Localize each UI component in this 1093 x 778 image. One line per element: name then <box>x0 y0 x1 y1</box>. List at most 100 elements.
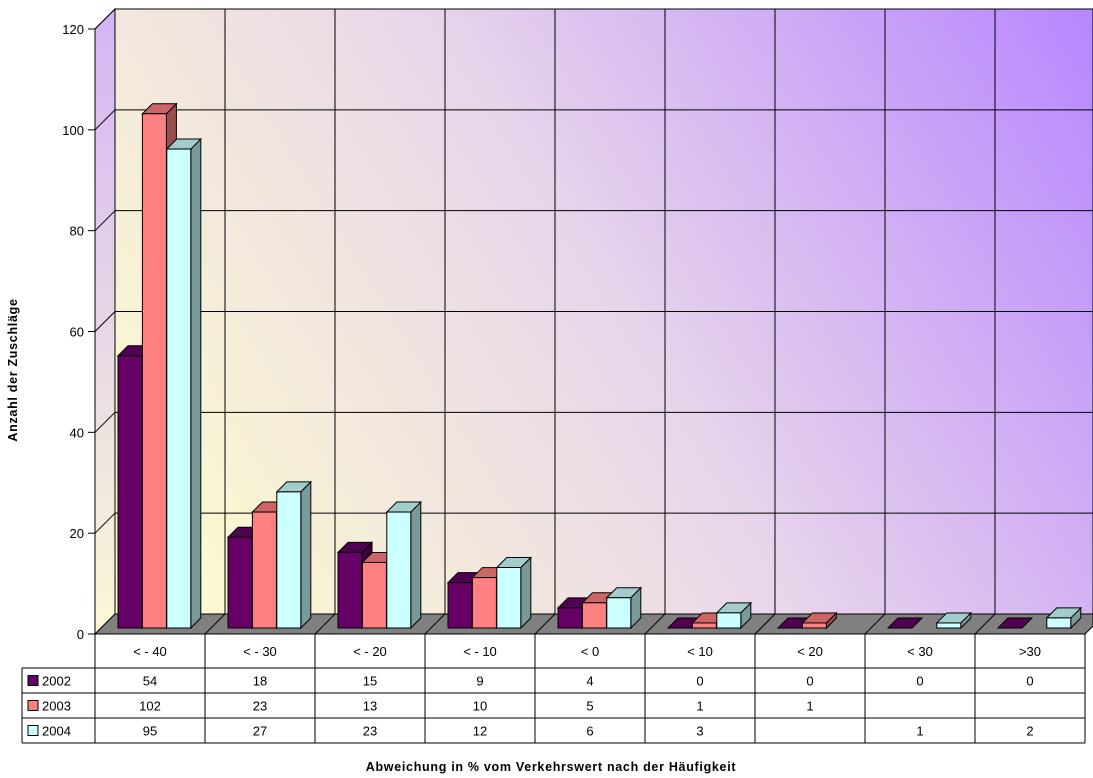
legend-swatch-2002 <box>27 675 39 686</box>
bar-front <box>227 536 253 629</box>
bar-2003-6 <box>801 611 838 630</box>
floor-divider-7 <box>864 613 886 635</box>
legend-label: 2002 <box>42 674 71 689</box>
category-label: < 20 <box>797 644 823 659</box>
bar-side <box>520 556 532 630</box>
category-label: < - 20 <box>353 644 387 659</box>
bar-side <box>190 137 202 630</box>
data-table: < - 40 < - 30 < - 20 < - 10 < 0 < 10 < 20 < 30 >… <box>21 634 1086 744</box>
y-tick-label: 40 <box>70 425 84 440</box>
bar-top <box>886 617 924 629</box>
bar-front <box>471 577 497 629</box>
bar-2004-7 <box>935 611 973 630</box>
legend-swatch-2003 <box>27 700 39 711</box>
bar-2004-5 <box>715 601 753 630</box>
y-tick-label: 100 <box>62 123 84 138</box>
table-cell: 15 <box>363 674 377 689</box>
bar-front <box>337 551 363 629</box>
floor-divider-4 <box>534 613 556 635</box>
bar-front <box>141 113 167 629</box>
bar-top <box>996 617 1034 629</box>
bar-front <box>716 612 742 629</box>
floor-divider-2 <box>314 613 336 635</box>
y-axis-title: Anzahl der Zuschläge <box>6 298 20 441</box>
table-cell: 2 <box>1026 724 1033 739</box>
bar-front <box>117 355 143 629</box>
floor-divider-5 <box>644 613 666 635</box>
y-tick-label: 20 <box>70 526 84 541</box>
table-cell: 13 <box>363 699 377 714</box>
category-label: < 30 <box>907 644 933 659</box>
table-cell: 1 <box>916 724 923 739</box>
table-cell: 0 <box>916 674 923 689</box>
category-label: < 10 <box>687 644 713 659</box>
table-cell: 0 <box>1026 674 1033 689</box>
gridline-side-80 <box>94 210 116 232</box>
table-cell: 27 <box>253 724 267 739</box>
bar-front <box>276 491 302 629</box>
legend-swatch-2004 <box>27 725 39 736</box>
bar-side <box>410 500 422 630</box>
bar-side <box>300 480 312 630</box>
bar-front <box>581 602 607 629</box>
floor-divider-1 <box>204 613 226 635</box>
bar-front <box>386 511 412 629</box>
y-tick-label: 60 <box>70 325 84 340</box>
gridlines <box>94 8 1093 635</box>
bar-front <box>251 511 277 629</box>
gridline-side-20 <box>94 512 116 534</box>
bar-front <box>361 561 387 629</box>
table-cell: 10 <box>473 699 487 714</box>
gridline-side-40 <box>94 411 116 433</box>
bar-2002-7 <box>886 617 924 629</box>
bar-2004-1 <box>275 480 313 630</box>
legend-label: 2003 <box>42 699 71 714</box>
gridline-side-100 <box>94 109 116 131</box>
table-cell: 1 <box>696 699 703 714</box>
bars <box>116 102 1083 630</box>
bar-front <box>166 148 192 629</box>
table-cell: 4 <box>586 674 593 689</box>
table-cell: 6 <box>586 724 593 739</box>
table-cell: 3 <box>696 724 703 739</box>
bar-front <box>606 597 632 629</box>
bar-front <box>496 567 522 629</box>
table-cell: 5 <box>586 699 593 714</box>
bar-front <box>557 607 583 629</box>
y-tick-label: 0 <box>77 627 84 642</box>
bar-2004-2 <box>385 500 423 630</box>
axes: 0 20 40 60 80 100 120 <box>62 22 1085 642</box>
floor-divider-3 <box>424 613 446 635</box>
bar-2004-4 <box>605 586 643 630</box>
table-cell: 102 <box>139 699 161 714</box>
x-axis-title: Abweichung in % vom Verkehrswert nach de… <box>366 760 737 774</box>
bar-2004-8 <box>1045 606 1083 630</box>
category-label: < - 30 <box>243 644 277 659</box>
table-cell: 0 <box>806 674 813 689</box>
table-cell: 1 <box>806 699 813 714</box>
y-tick-label: 80 <box>70 224 84 239</box>
bar-2004-0 <box>165 137 203 630</box>
gridline-side-60 <box>94 311 116 332</box>
y-tick-label: 120 <box>62 22 84 37</box>
bar-front <box>1046 617 1072 629</box>
bar-front <box>447 582 473 629</box>
table-cell: 23 <box>363 724 377 739</box>
table-cell: 12 <box>473 724 487 739</box>
table-cell: 95 <box>143 724 157 739</box>
gridline-side-120 <box>94 8 116 30</box>
bar-front <box>691 622 717 629</box>
bar-front <box>936 622 962 629</box>
table-cell: 23 <box>253 699 267 714</box>
floor-divider-8 <box>974 613 996 635</box>
bar-2002-8 <box>996 617 1034 629</box>
category-label: >30 <box>1019 644 1041 659</box>
category-label: < - 40 <box>133 644 167 659</box>
bar-front <box>801 622 827 629</box>
bar-2004-3 <box>495 556 533 630</box>
table-cell: 18 <box>253 674 267 689</box>
table-cell: 0 <box>696 674 703 689</box>
legend-label: 2004 <box>42 724 71 739</box>
category-label: < 0 <box>581 644 599 659</box>
